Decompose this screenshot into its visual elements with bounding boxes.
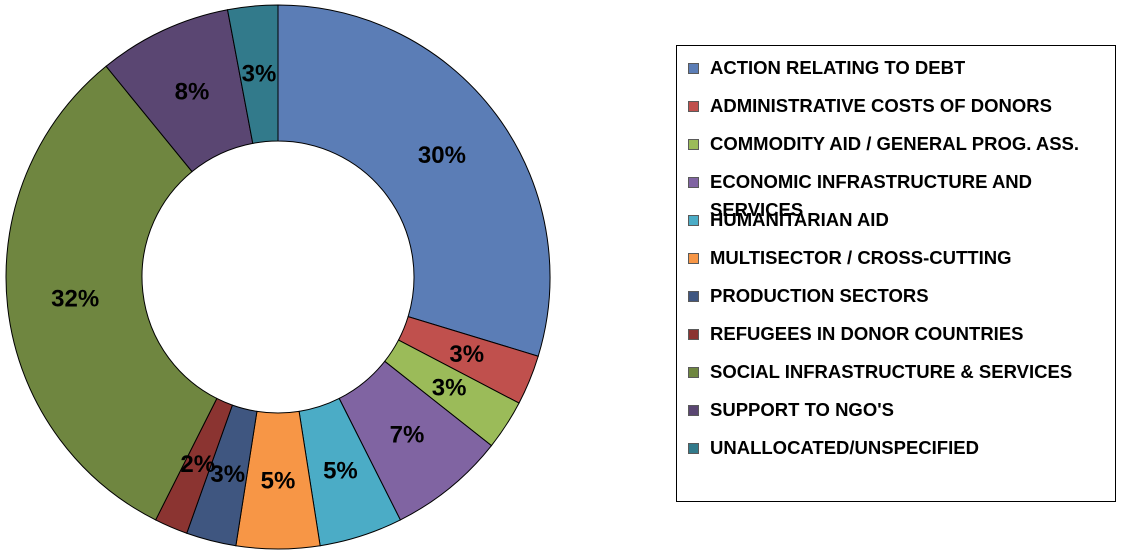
legend-label: COMMODITY AID / GENERAL PROG. ASS. [710,133,1080,154]
legend-label: SOCIAL INFRASTRUCTURE & SERVICES [710,361,1073,382]
legend-label: SUPPORT TO NGO'S [710,399,894,420]
legend-label: ECONOMIC INFRASTRUCTURE AND SERVICES [710,171,1033,220]
legend-label: UNALLOCATED/UNSPECIFIED [710,437,979,458]
slice-label: 2% [180,451,215,478]
slice-label: 5% [323,458,358,485]
slice-label: 3% [210,461,245,488]
legend-label: MULTISECTOR / CROSS-CUTTING [710,247,1012,268]
legend-swatch [688,329,699,340]
slice-label: 7% [390,422,425,449]
slice-label: 8% [175,79,210,106]
slice-label: 3% [432,375,467,402]
donut-slice [5,65,218,521]
slice-label: 30% [418,142,466,169]
donut-slice [277,4,551,357]
legend-swatch [688,63,699,74]
legend-swatch [688,367,699,378]
legend-swatch [688,253,699,264]
legend-label: ADMINISTRATIVE COSTS OF DONORS [710,95,1052,116]
donut-chart: 30%3%3%7%5%5%3%2%32%8%3% [5,4,551,550]
slice-label: 3% [242,60,277,87]
slice-labels: 30%3%3%7%5%5%3%2%32%8%3% [51,60,484,494]
chart-legend: ACTION RELATING TO DEBT ADMINISTRATIVE CO… [676,45,1116,502]
legend-label: ACTION RELATING TO DEBT [710,57,966,78]
legend-swatch [688,101,699,112]
legend-swatch [688,443,699,454]
slice-label: 32% [51,286,99,313]
legend-swatch [688,177,699,188]
legend-swatch [688,139,699,150]
legend-swatch [688,215,699,226]
slice-label: 3% [449,341,484,368]
slice-label: 5% [261,468,296,495]
legend-label: PRODUCTION SECTORS [710,285,929,306]
legend-label: HUMANITARIAN AID [710,209,889,230]
legend-swatch [688,405,699,416]
donut-slices [5,4,551,550]
donut-slice [226,4,279,144]
legend-label: REFUGEES IN DONOR COUNTRIES [710,323,1024,344]
legend-swatch [688,291,699,302]
